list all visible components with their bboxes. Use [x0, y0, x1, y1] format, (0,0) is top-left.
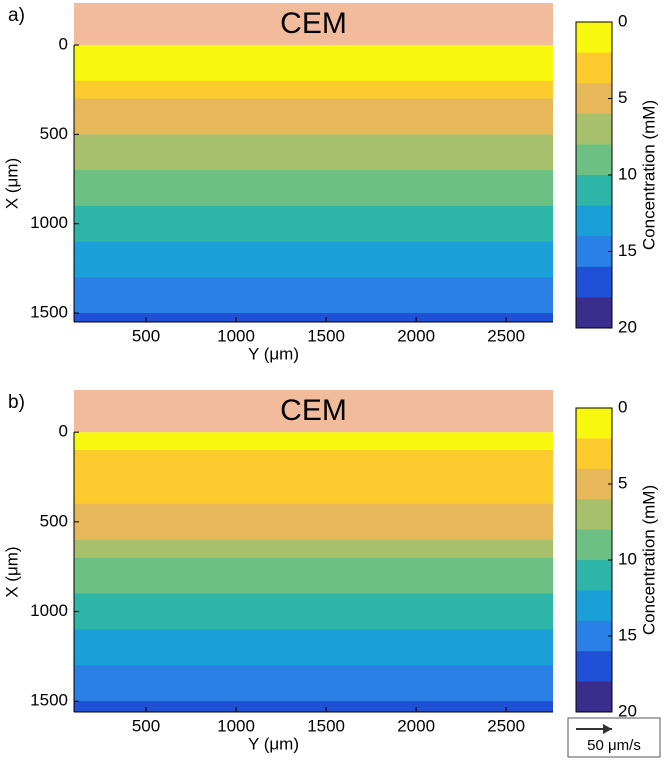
x-tick-label: 2000 [397, 326, 435, 345]
colorbar-swatch [576, 468, 612, 500]
heatmap-row [74, 557, 553, 577]
colorbar-swatch [576, 529, 612, 561]
colorbar-swatch [576, 236, 612, 268]
y-tick-label: 1500 [30, 691, 68, 710]
membrane [74, 3, 553, 45]
heatmap-row [74, 503, 553, 523]
x-tick-label: 2500 [487, 326, 525, 345]
colorbar-swatch [576, 144, 612, 176]
colorbar-swatch [576, 22, 612, 54]
heatmap-row [74, 277, 553, 296]
colorbar-swatch [576, 438, 612, 470]
heatmap-row [74, 313, 553, 323]
colorbar-swatch [576, 297, 612, 329]
heatmap-row [74, 647, 553, 666]
heatmap-row [74, 152, 553, 171]
colorbar-tick-label: 15 [618, 625, 637, 644]
heatmap-row [74, 98, 553, 117]
heatmap-row [74, 44, 553, 64]
colorbar-tick-label: 20 [618, 317, 637, 336]
colorbar-swatch [576, 560, 612, 591]
membrane [74, 390, 553, 433]
x-axis-title: Y (μm) [248, 734, 299, 753]
y-tick-label: 500 [40, 511, 68, 530]
x-axis-title: Y (μm) [248, 344, 299, 363]
y-tick-label: 0 [59, 34, 68, 53]
heatmap-row [74, 223, 553, 243]
panel-label: a) [8, 5, 25, 26]
x-tick-label: 2000 [397, 716, 435, 735]
y-axis-title: X (μm) [2, 158, 21, 209]
heatmap-row [74, 170, 553, 189]
heatmap-row [74, 485, 553, 505]
colorbar-swatch [576, 52, 612, 84]
colorbar-swatch [576, 499, 612, 531]
y-axis-title: X (μm) [2, 546, 21, 597]
membrane-label: CEM [280, 394, 347, 427]
colorbar-swatch [576, 651, 612, 683]
colorbar-title: Concentration (mM) [639, 485, 658, 635]
x-tick-label: 1500 [307, 326, 345, 345]
colorbar-swatch [576, 408, 612, 439]
heatmap-row [74, 683, 553, 702]
colorbar-tick-label: 10 [618, 164, 637, 183]
colorbar-tick-label: 5 [618, 473, 627, 492]
heatmap-row [74, 241, 553, 260]
x-tick-label: 1000 [217, 716, 255, 735]
x-tick-label: 1500 [307, 716, 345, 735]
heatmap-row [74, 539, 553, 559]
colorbar-tick-label: 10 [618, 549, 637, 568]
colorbar-tick-label: 20 [618, 701, 637, 720]
heatmap-row [74, 575, 553, 595]
heatmap-row [74, 205, 553, 225]
panel-label: b) [8, 392, 25, 413]
y-tick-label: 1000 [30, 213, 68, 232]
scale-box [567, 717, 661, 758]
colorbar-swatch [576, 266, 612, 298]
heatmap-row [74, 187, 553, 207]
colorbar-swatch [576, 113, 612, 145]
scale-label: 50 μm/s [587, 737, 641, 754]
heatmap-row [74, 80, 553, 100]
y-tick-label: 500 [40, 124, 68, 143]
y-tick-label: 1000 [30, 601, 68, 620]
heatmap-row [74, 134, 553, 153]
heatmap-row [74, 432, 553, 451]
heatmap-row [74, 701, 553, 713]
heatmap-row [74, 450, 553, 469]
colorbar-swatch [576, 205, 612, 237]
colorbar-tick-label: 0 [618, 11, 627, 30]
heatmap-row [74, 593, 553, 613]
x-tick-label: 500 [132, 326, 160, 345]
scale-arrowhead [603, 724, 612, 734]
x-tick-label: 500 [132, 716, 160, 735]
colorbar-swatch [576, 590, 612, 622]
colorbar-swatch [576, 620, 612, 652]
y-tick-label: 0 [59, 422, 68, 441]
x-tick-label: 2500 [487, 716, 525, 735]
heatmap-row [74, 259, 553, 278]
colorbar-tick-label: 5 [618, 88, 627, 107]
heatmap-row [74, 611, 553, 630]
heatmap-row [74, 468, 553, 487]
colorbar-tick-label: 15 [618, 241, 637, 260]
colorbar-tick-label: 0 [618, 397, 627, 416]
heatmap-row [74, 295, 553, 314]
heatmap-row [74, 116, 553, 135]
x-tick-label: 1000 [217, 326, 255, 345]
heatmap-row [74, 629, 553, 648]
membrane-label: CEM [280, 7, 347, 40]
colorbar-swatch [576, 681, 612, 713]
colorbar-title: Concentration (mM) [639, 100, 658, 250]
heatmap-row [74, 62, 553, 82]
y-tick-label: 1500 [30, 303, 68, 322]
colorbar-swatch [576, 83, 612, 115]
colorbar-swatch [576, 175, 612, 207]
heatmap-row [74, 521, 553, 541]
heatmap-row [74, 665, 553, 684]
